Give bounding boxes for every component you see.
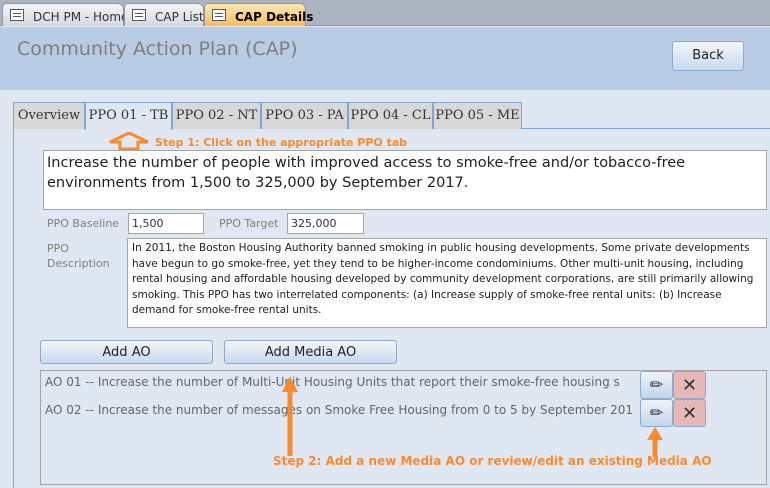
tab-ppo-02[interactable]: PPO 02 - NT xyxy=(172,102,261,129)
step2-annotation: Step 2: Add a new Media AO or review/edi… xyxy=(273,454,712,468)
arrow-up-icon xyxy=(282,376,298,456)
tab-overview[interactable]: Overview xyxy=(13,102,85,129)
form-header xyxy=(0,27,770,90)
doc-tab-label: CAP List xyxy=(155,10,204,24)
baseline-label: PPO Baseline xyxy=(47,217,120,230)
tab-ppo-01[interactable]: PPO 01 - TB xyxy=(85,102,172,130)
tab-ppo-04[interactable]: PPO 04 - CL xyxy=(348,102,433,129)
form-icon xyxy=(132,9,146,21)
add-ao-button[interactable]: Add AO xyxy=(40,340,213,364)
x-icon[interactable]: ✕ xyxy=(673,371,706,399)
arrow-up-icon xyxy=(647,427,663,457)
baseline-input[interactable]: 1,500 xyxy=(128,213,204,234)
pencil-icon[interactable]: ✏ xyxy=(640,371,673,399)
x-icon[interactable]: ✕ xyxy=(673,399,706,427)
pencil-icon[interactable]: ✏ xyxy=(640,399,673,427)
up-arrow-icon xyxy=(109,132,149,150)
ppo-goal-text[interactable]: Increase the number of people with impro… xyxy=(43,150,767,210)
ao-list-item[interactable]: AO 02 -- Increase the number of messages… xyxy=(45,403,634,417)
back-button[interactable]: Back xyxy=(672,41,744,71)
target-label: PPO Target xyxy=(219,217,279,230)
doc-tab-label: CAP Details xyxy=(235,10,314,24)
tab-ppo-03[interactable]: PPO 03 - PA xyxy=(261,102,348,129)
form-icon xyxy=(212,9,226,21)
document-tab-bar: DCH PM - Home CAP List CAP Details xyxy=(0,0,770,26)
form-icon xyxy=(10,9,24,21)
page-title: Community Action Plan (CAP) xyxy=(17,38,298,60)
description-input[interactable]: In 2011, the Boston Housing Authority ba… xyxy=(127,238,767,328)
add-media-ao-button[interactable]: Add Media AO xyxy=(224,340,397,364)
doc-tab-label: DCH PM - Home xyxy=(33,10,129,24)
ao-list-item[interactable]: AO 01 -- Increase the number of Multi-Un… xyxy=(45,375,620,389)
doc-tab-home[interactable]: DCH PM - Home xyxy=(2,3,128,26)
doc-tab-cap-details[interactable]: CAP Details xyxy=(204,3,313,26)
tab-ppo-05[interactable]: PPO 05 - ME xyxy=(433,102,522,129)
step1-annotation: Step 1: Click on the appropriate PPO tab xyxy=(155,136,408,149)
description-label: PPO Description xyxy=(47,242,110,270)
doc-tab-cap-list[interactable]: CAP List xyxy=(124,3,204,26)
target-input[interactable]: 325,000 xyxy=(287,213,364,234)
